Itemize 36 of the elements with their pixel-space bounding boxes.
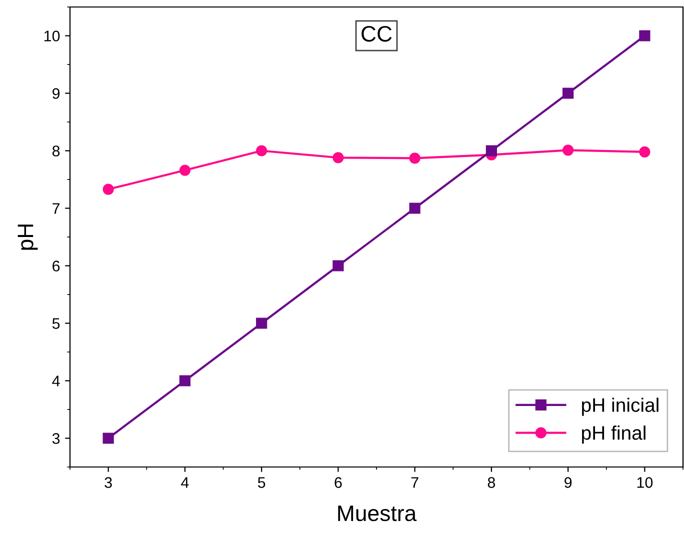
point <box>102 432 114 444</box>
point <box>256 145 268 156</box>
y-tick-label: 6 <box>52 260 60 272</box>
x-tick-label: 5 <box>258 477 266 488</box>
y-axis-title: pH <box>18 224 38 250</box>
x-tick-label: 4 <box>181 477 189 488</box>
y-tick-label: 7 <box>52 203 60 214</box>
x-tick-label: 7 <box>411 477 418 488</box>
legend-label: pH final <box>582 426 646 444</box>
x-axis-title: Muestra <box>338 506 417 522</box>
point <box>562 144 574 156</box>
y-tick-label: 8 <box>52 146 60 156</box>
point <box>409 202 420 214</box>
point <box>179 164 190 176</box>
point <box>332 260 344 272</box>
point <box>179 375 190 386</box>
point <box>102 184 114 195</box>
point <box>639 30 650 42</box>
point <box>332 152 344 164</box>
point <box>562 88 574 99</box>
x-tick-label: 9 <box>564 477 572 488</box>
y-tick-label: 5 <box>52 318 60 329</box>
y-tick-label: 4 <box>52 376 60 386</box>
x-tick-label: 6 <box>334 477 342 488</box>
point <box>486 145 497 156</box>
point <box>639 146 650 158</box>
x-tick-label: 3 <box>104 477 112 488</box>
legend-label: pH inicial <box>582 398 658 416</box>
y-tick-label: 10 <box>44 30 60 42</box>
x-tick-label: 8 <box>488 477 496 488</box>
y-tick-label: 9 <box>52 88 60 99</box>
y-tick-label: 3 <box>52 433 60 444</box>
point <box>409 152 420 164</box>
text: CC <box>362 26 392 42</box>
x-tick-label: 10 <box>637 477 653 488</box>
point <box>256 318 268 329</box>
